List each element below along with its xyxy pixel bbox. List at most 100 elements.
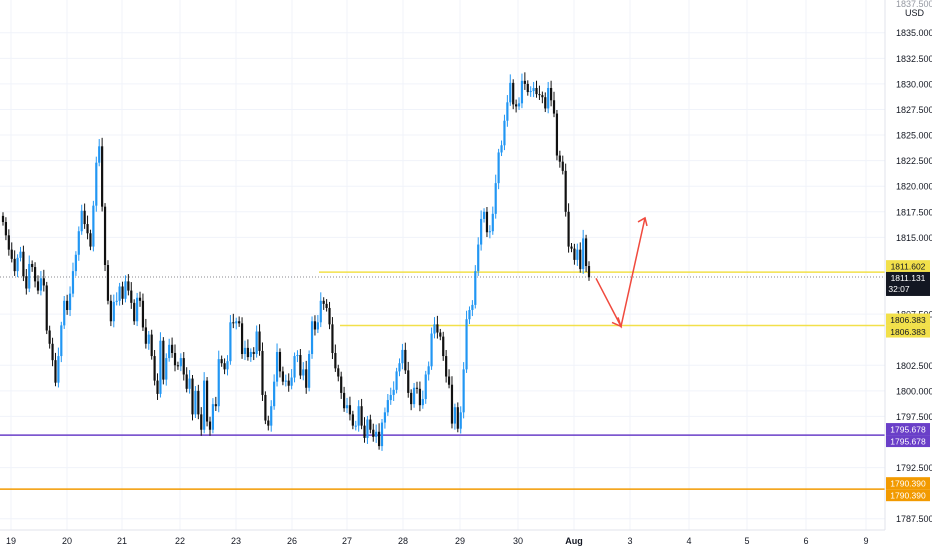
candle-body: [564, 170, 567, 212]
candle-body: [506, 102, 509, 121]
candle-body: [211, 404, 215, 430]
candle-body: [249, 351, 252, 358]
horizontal-levels[interactable]: [0, 271, 885, 490]
candle-body: [424, 374, 427, 400]
candle-body: [124, 281, 127, 299]
level-tag-upper: 1806.383: [890, 315, 926, 325]
candle-body: [185, 374, 188, 389]
candle-body: [573, 248, 576, 260]
x-tick-label: 30: [513, 536, 523, 546]
candle-body: [214, 404, 217, 407]
currency-label: USD: [905, 8, 925, 18]
candle-body: [194, 390, 197, 415]
candle-body: [165, 358, 168, 380]
candle-body: [477, 244, 480, 272]
candle-body: [421, 399, 424, 406]
candle-body: [71, 271, 75, 294]
y-tick-label: 1825.000: [896, 131, 932, 141]
candle-body: [541, 95, 544, 98]
candle-body: [334, 352, 337, 369]
candle-body: [526, 83, 529, 93]
candle-body: [340, 376, 343, 393]
y-tick-label: 1830.000: [896, 79, 932, 89]
candle-body: [491, 213, 494, 232]
candle-body: [191, 378, 194, 415]
candle-body: [328, 307, 331, 325]
candle-body: [208, 421, 212, 430]
y-tick-label: 1817.500: [896, 207, 932, 217]
candle-body: [22, 251, 25, 277]
candle-body: [86, 224, 89, 234]
candlestick-series: [1, 72, 591, 451]
candle-body: [197, 390, 200, 415]
x-tick-label: 27: [342, 536, 352, 546]
candle-body: [544, 97, 547, 109]
price-axis-ticks: 1835.000 1832.500 1830.000 1827.500 1825.000…: [896, 0, 932, 524]
candle-body: [447, 376, 451, 385]
candle-body: [133, 302, 136, 322]
candle-body: [305, 369, 308, 388]
candle-body: [255, 331, 258, 355]
candle-body: [258, 331, 261, 351]
candle-body: [68, 293, 72, 311]
candle-body: [366, 419, 369, 438]
gridlines: [0, 0, 885, 530]
candle-body: [547, 87, 550, 109]
candle-body: [357, 406, 360, 426]
candle-body: [127, 281, 130, 291]
candle-body: [468, 310, 471, 320]
candle-body: [240, 323, 244, 355]
candle-body: [310, 321, 314, 355]
candle-body: [494, 183, 497, 214]
candle-body: [19, 251, 22, 258]
candle-body: [503, 120, 506, 146]
candle-body: [415, 387, 419, 389]
projection-arrow[interactable]: [595, 216, 648, 329]
candle-body: [488, 231, 491, 233]
x-tick-label: 29: [455, 536, 465, 546]
candle-body: [348, 405, 352, 415]
candle-body: [36, 281, 40, 291]
level-tag-upper-bg: [886, 423, 930, 436]
candle-body: [410, 392, 413, 405]
y-tick-label: 1832.500: [896, 54, 932, 64]
level-tag-upper: 1811.602: [891, 262, 926, 272]
candle-body: [278, 351, 282, 372]
candle-body: [436, 324, 439, 333]
candle-body: [389, 394, 392, 401]
candle-body: [293, 356, 296, 378]
price-tags: 1811.6021811.6021806.3831806.3831795.678…: [886, 260, 930, 502]
candle-body: [205, 380, 209, 422]
candle-body: [63, 300, 66, 326]
candle-body: [54, 360, 57, 383]
candle-body: [89, 233, 92, 247]
y-tick-label: 1797.500: [896, 412, 932, 422]
candle-body: [561, 161, 564, 171]
current-price-label: 1811.131: [891, 273, 926, 283]
candle-body: [453, 407, 456, 424]
candle-body: [471, 304, 474, 311]
candle-body: [552, 100, 556, 114]
candle-body: [363, 425, 366, 438]
candle-body: [284, 380, 287, 382]
candle-body: [162, 340, 165, 380]
candle-body: [308, 354, 311, 388]
y-tick-label: 1815.000: [896, 233, 932, 243]
candle-body: [235, 321, 238, 324]
candle-body: [517, 103, 521, 107]
candle-body: [281, 371, 284, 382]
candle-body: [112, 301, 115, 322]
x-tick-label: 19: [6, 536, 16, 546]
candle-body: [66, 300, 69, 311]
candle-body: [130, 290, 133, 303]
candle-body: [25, 276, 28, 289]
level-tag-upper-bg: [886, 260, 930, 273]
candle-body: [482, 211, 486, 219]
candle-body: [153, 356, 156, 381]
candle-body: [31, 263, 34, 268]
candle-body: [182, 358, 185, 375]
candle-body: [226, 361, 229, 370]
x-tick-label: 5: [744, 536, 749, 546]
candle-body: [217, 359, 220, 407]
